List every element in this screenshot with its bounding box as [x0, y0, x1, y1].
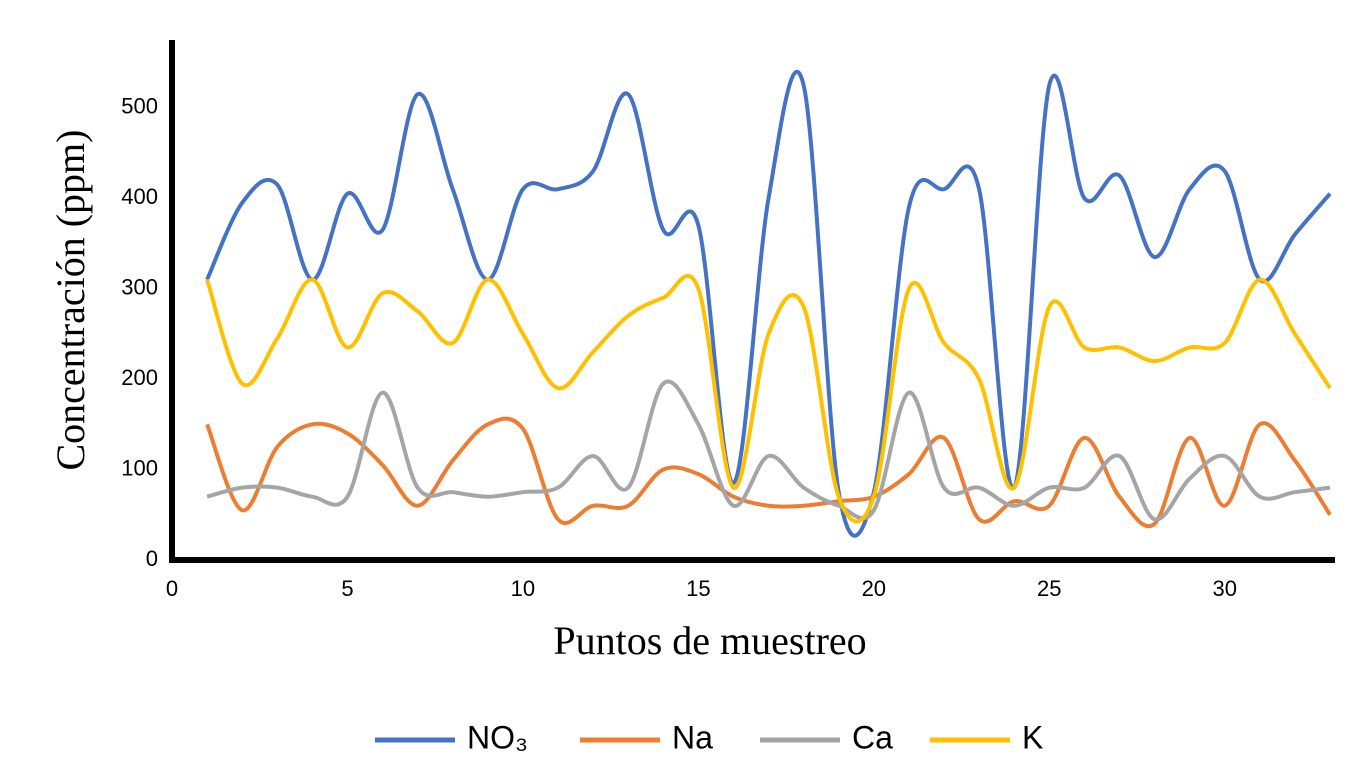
- y-tick-label: 300: [121, 275, 158, 300]
- legend-label: Na: [672, 719, 713, 755]
- x-tick-label: 25: [1037, 576, 1061, 601]
- series-line: [206, 379, 1331, 522]
- y-tick-label: 200: [121, 365, 158, 390]
- series-line: [205, 416, 1332, 529]
- series-line: [205, 273, 1332, 524]
- y-tick-label: 400: [121, 184, 158, 209]
- x-tick-label: 10: [511, 576, 535, 601]
- y-tick-label: 0: [146, 546, 158, 571]
- x-tick-label: 0: [166, 576, 178, 601]
- legend-label: K: [1022, 719, 1043, 755]
- legend-label: NO₃: [467, 719, 528, 755]
- y-axis-title: Concentración (ppm): [48, 130, 93, 471]
- x-axis-title: Puntos de muestreo: [553, 618, 866, 663]
- x-tick-label: 15: [686, 576, 710, 601]
- y-tick-label: 100: [121, 455, 158, 480]
- x-tick-label: 5: [341, 576, 353, 601]
- x-tick-label: 20: [862, 576, 886, 601]
- x-tick-label: 30: [1212, 576, 1236, 601]
- y-tick-label: 500: [121, 94, 158, 119]
- series-line: [205, 69, 1332, 538]
- legend-label: Ca: [852, 719, 893, 755]
